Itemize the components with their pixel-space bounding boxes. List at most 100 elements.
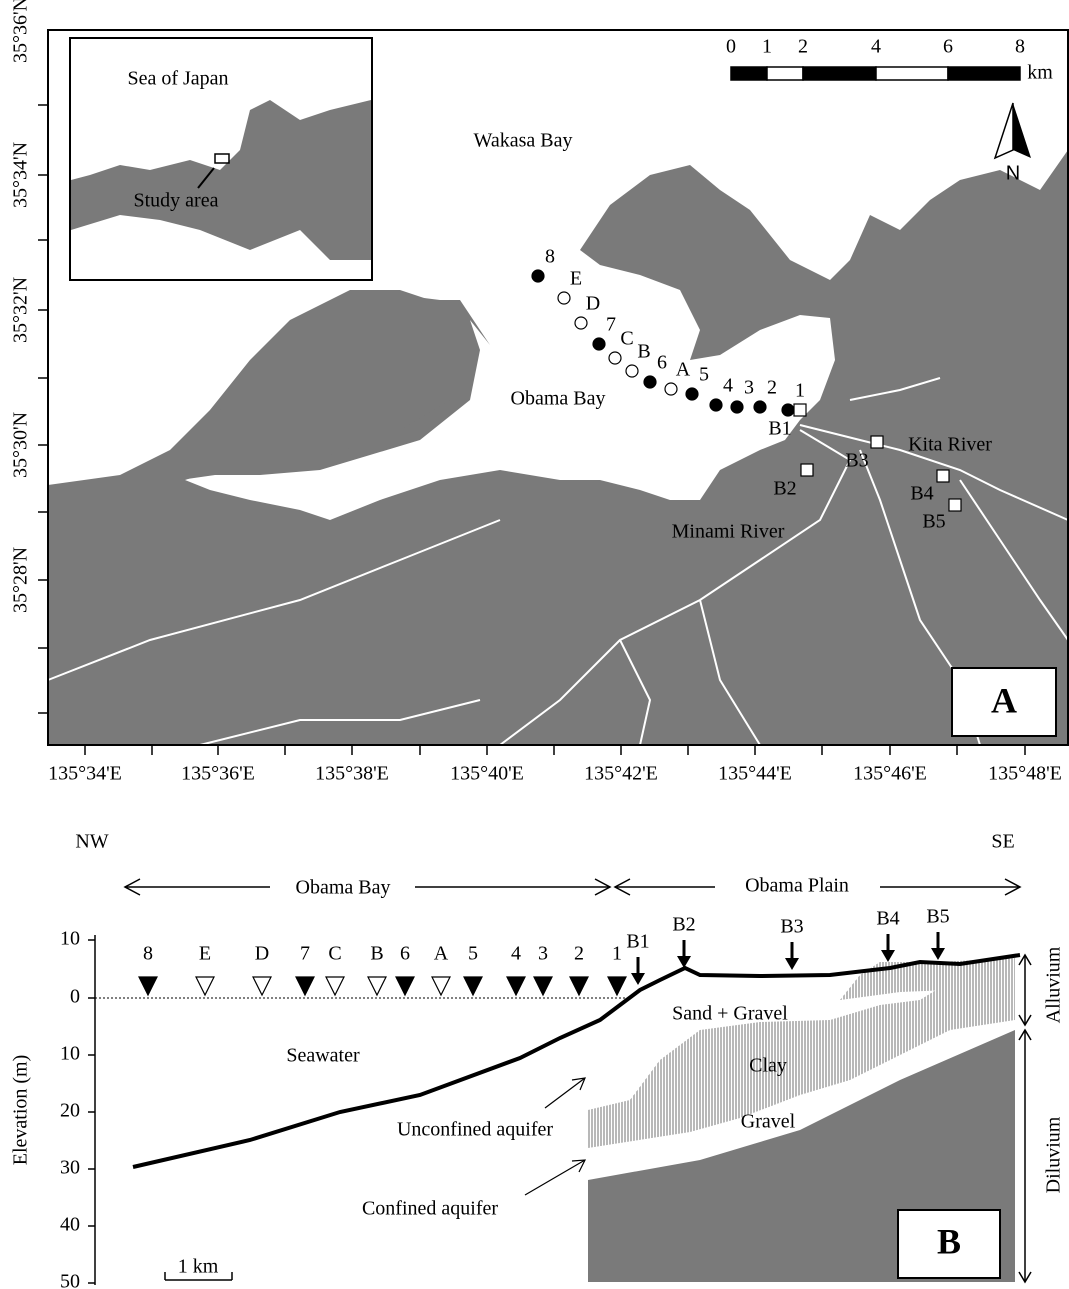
station bbox=[432, 977, 450, 995]
borehole-arrow bbox=[631, 973, 645, 985]
scale-segment bbox=[767, 67, 803, 80]
borehole bbox=[794, 404, 806, 416]
unit-label: Diluvium bbox=[1043, 1116, 1065, 1193]
scale-segment bbox=[876, 67, 948, 80]
map-a: Sea of Japan Study area Wakasa Bay Obama… bbox=[48, 30, 1068, 745]
station bbox=[570, 977, 588, 995]
y-tick-label: 10 bbox=[60, 1043, 80, 1065]
station-label: 1 bbox=[612, 943, 622, 965]
station-label: 2 bbox=[767, 377, 777, 399]
station-label: 3 bbox=[538, 943, 548, 965]
scale-tick: 0 bbox=[726, 36, 736, 58]
lon-label: 135°34'E bbox=[48, 763, 122, 785]
station-label: A bbox=[434, 943, 449, 965]
borehole-label: B1 bbox=[768, 418, 791, 440]
station bbox=[326, 977, 344, 995]
layer-label: Seawater bbox=[286, 1045, 360, 1067]
layer-label: Clay bbox=[749, 1055, 787, 1077]
scale-segment bbox=[803, 67, 876, 80]
scale-tick: 6 bbox=[943, 36, 953, 58]
station bbox=[782, 404, 794, 416]
scale-tick: 4 bbox=[871, 36, 881, 58]
station-label: D bbox=[586, 293, 600, 315]
unit-label: Alluvium bbox=[1043, 946, 1065, 1023]
station-label: C bbox=[328, 943, 341, 965]
station bbox=[368, 977, 386, 995]
station-label: 5 bbox=[699, 364, 709, 386]
direction: SE bbox=[991, 831, 1014, 853]
place-label: Minami River bbox=[672, 521, 785, 543]
lon-label: 135°40'E bbox=[450, 763, 524, 785]
panel-label: B bbox=[937, 1221, 961, 1261]
lon-label: 135°36'E bbox=[181, 763, 255, 785]
scale-tick: 1 bbox=[762, 36, 772, 58]
station bbox=[507, 977, 525, 995]
scale-bar-label: 1 km bbox=[178, 1256, 219, 1278]
station-label: 1 bbox=[795, 380, 805, 402]
station-label: 7 bbox=[300, 943, 310, 965]
station bbox=[558, 292, 570, 304]
station-label: 8 bbox=[143, 943, 153, 965]
station-label: 2 bbox=[574, 943, 584, 965]
panel-label: A bbox=[991, 680, 1017, 720]
borehole-arrow bbox=[677, 956, 691, 968]
borehole-arrow bbox=[881, 950, 895, 962]
station bbox=[575, 317, 587, 329]
station bbox=[464, 977, 482, 995]
station-label: E bbox=[570, 268, 582, 290]
station-label: D bbox=[255, 943, 269, 965]
station-label: 6 bbox=[400, 943, 410, 965]
borehole-label: B4 bbox=[876, 908, 899, 930]
lon-label: 135°46'E bbox=[853, 763, 927, 785]
station-label: E bbox=[199, 943, 211, 965]
lon-label: 135°42'E bbox=[584, 763, 658, 785]
station bbox=[296, 977, 314, 995]
layer-label: Gravel bbox=[741, 1111, 796, 1133]
borehole-arrow bbox=[785, 958, 799, 970]
borehole-label: B5 bbox=[926, 906, 949, 928]
station bbox=[665, 383, 677, 395]
y-axis-title: Elevation (m) bbox=[10, 1055, 32, 1166]
borehole-label: B3 bbox=[780, 916, 803, 938]
station bbox=[644, 376, 656, 388]
lon-label: 135°44'E bbox=[718, 763, 792, 785]
borehole-label: B5 bbox=[922, 511, 945, 533]
station-label: B bbox=[370, 943, 383, 965]
borehole-label: B2 bbox=[672, 914, 695, 936]
borehole-label: B2 bbox=[773, 478, 796, 500]
lat-label: 35°28'N bbox=[10, 547, 32, 613]
y-tick-label: 0 bbox=[70, 986, 80, 1008]
y-tick-label: 40 bbox=[60, 1214, 80, 1236]
scale-segment bbox=[731, 67, 767, 80]
station bbox=[253, 977, 271, 995]
station-label: C bbox=[620, 328, 633, 350]
section-arrows bbox=[125, 879, 1020, 895]
lon-label: 135°48'E bbox=[988, 763, 1062, 785]
place-label: Kita River bbox=[908, 434, 992, 456]
station bbox=[139, 977, 157, 995]
borehole bbox=[871, 436, 883, 448]
station bbox=[532, 270, 544, 282]
station-label: 8 bbox=[545, 246, 555, 268]
direction: NW bbox=[75, 831, 108, 853]
station bbox=[731, 401, 743, 413]
y-tick-label: 50 bbox=[60, 1271, 80, 1289]
station bbox=[686, 388, 698, 400]
place-label: Wakasa Bay bbox=[474, 130, 573, 152]
y-tick-label: 20 bbox=[60, 1100, 80, 1122]
layer-label: Sand + Gravel bbox=[672, 1003, 788, 1025]
station bbox=[710, 399, 722, 411]
station-label: B bbox=[637, 341, 650, 363]
inset-sea-label: Sea of Japan bbox=[127, 68, 228, 90]
borehole-arrow bbox=[931, 948, 945, 960]
station bbox=[593, 338, 605, 350]
station bbox=[609, 352, 621, 364]
borehole bbox=[801, 464, 813, 476]
station-label: 5 bbox=[468, 943, 478, 965]
north-label: N bbox=[1006, 162, 1020, 184]
place-label: Obama Bay bbox=[511, 388, 606, 410]
lat-label: 35°34'N bbox=[10, 142, 32, 208]
station bbox=[196, 977, 214, 995]
y-tick-label: 30 bbox=[60, 1157, 80, 1179]
aquifer-label: Confined aquifer bbox=[362, 1198, 498, 1220]
